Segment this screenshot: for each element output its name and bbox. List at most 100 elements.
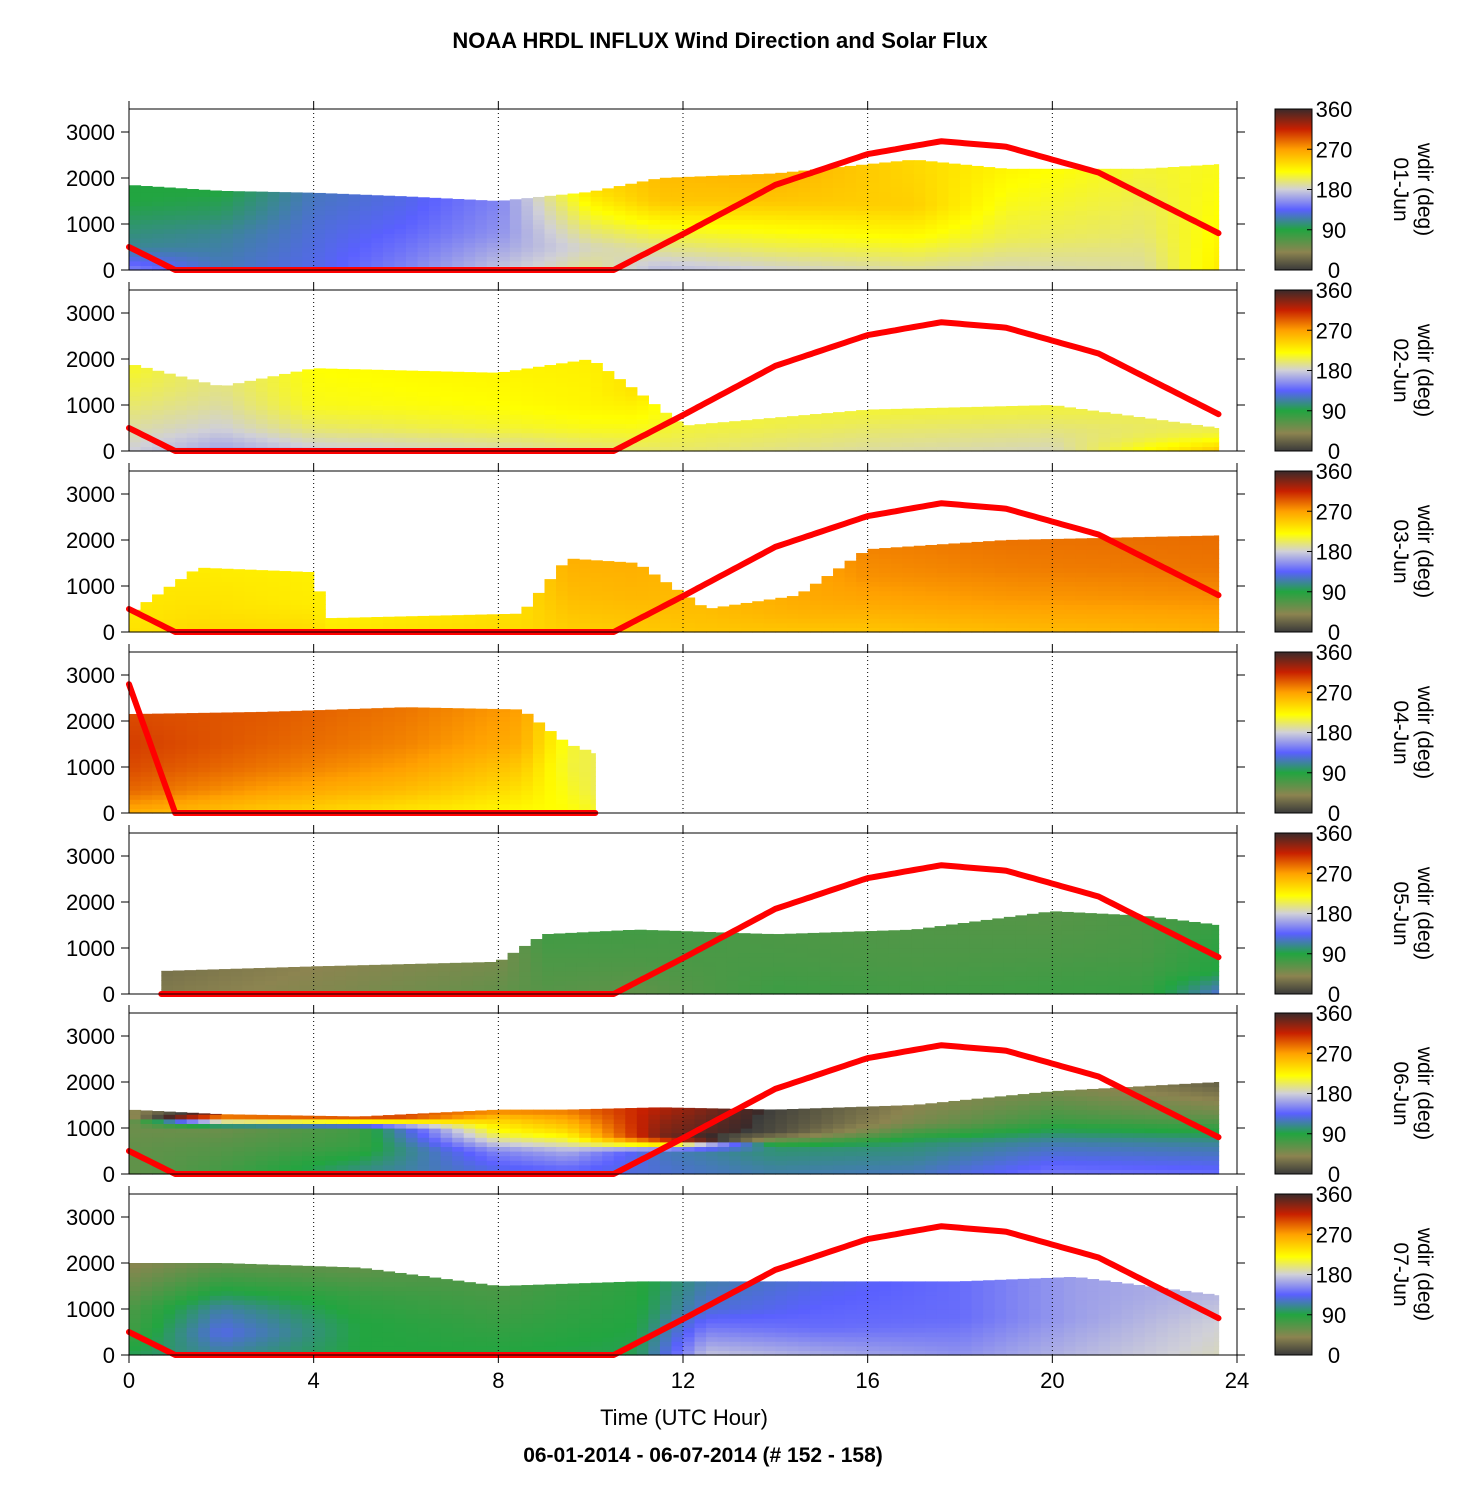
- heatmap-cell: [1098, 210, 1111, 216]
- heatmap-cell: [244, 409, 257, 415]
- heatmap-cell: [1179, 187, 1192, 193]
- heatmap-cell: [902, 446, 915, 452]
- heatmap-cell: [440, 377, 453, 383]
- heatmap-cell: [313, 219, 326, 225]
- heatmap-cell: [1075, 265, 1088, 271]
- heatmap-cell: [232, 599, 246, 605]
- heatmap-cell: [175, 242, 188, 248]
- heatmap-cell: [544, 224, 557, 230]
- heatmap-cell: [948, 237, 961, 243]
- heatmap-cell: [971, 553, 984, 559]
- heatmap-cell: [833, 210, 846, 216]
- heatmap-cell: [960, 599, 973, 605]
- heatmap-cell: [544, 386, 557, 392]
- heatmap-cell: [786, 251, 800, 257]
- heatmap-cell: [129, 228, 142, 234]
- heatmap-cell: [994, 576, 1007, 582]
- heatmap-cell: [255, 242, 269, 248]
- heatmap-cell: [763, 260, 776, 266]
- heatmap-cell: [636, 604, 649, 610]
- heatmap-cell: [129, 622, 142, 628]
- heatmap-cell: [925, 590, 938, 596]
- heatmap-cell: [775, 242, 788, 248]
- heatmap-cell: [902, 590, 915, 596]
- heatmap-cell: [1098, 224, 1111, 230]
- heatmap-cell: [948, 224, 961, 230]
- heatmap-cell: [198, 803, 211, 809]
- heatmap-cell: [175, 228, 188, 234]
- heatmap-cell: [890, 161, 903, 165]
- heatmap-cell: [1133, 265, 1146, 271]
- heatmap-cell: [140, 622, 153, 628]
- heatmap-cell: [140, 395, 153, 401]
- heatmap-cell: [417, 395, 430, 401]
- heatmap-cell: [833, 590, 846, 596]
- heatmap-cell: [1179, 613, 1192, 619]
- heatmap-cell: [1075, 228, 1088, 234]
- heatmap-cell: [417, 251, 430, 257]
- heatmap-cell: [394, 214, 407, 220]
- heatmap-cell: [325, 260, 338, 266]
- heatmap-cell: [786, 228, 800, 234]
- heatmap-cell: [129, 368, 142, 374]
- heatmap-cell: [890, 418, 903, 424]
- heatmap-cell: [752, 224, 765, 230]
- heatmap-cell: [129, 744, 142, 750]
- heatmap-cell: [890, 224, 903, 230]
- heatmap-cell: [775, 228, 788, 234]
- heatmap-cell: [325, 214, 338, 220]
- heatmap-cell: [856, 256, 869, 262]
- heatmap-cell: [163, 771, 176, 777]
- heatmap-cell: [336, 432, 349, 438]
- heatmap-cell: [255, 799, 269, 805]
- heatmap-cell: [602, 205, 615, 211]
- heatmap-cell: [163, 808, 176, 814]
- heatmap-cell: [925, 437, 938, 443]
- heatmap-cell: [809, 237, 823, 243]
- heatmap-cell: [371, 219, 384, 225]
- heatmap-cell: [544, 377, 557, 383]
- heatmap-cell: [348, 618, 361, 624]
- heatmap-cell: [1086, 423, 1100, 429]
- heatmap-cell: [175, 713, 188, 717]
- heatmap-cell: [359, 744, 372, 750]
- heatmap-cell: [994, 428, 1007, 434]
- heatmap-cell: [1179, 178, 1192, 184]
- heatmap-cell: [509, 256, 523, 262]
- heatmap-cell: [371, 260, 384, 266]
- heatmap-cell: [1075, 233, 1088, 239]
- heatmap-cell: [983, 549, 996, 555]
- y-tick-label: 1000: [66, 574, 115, 599]
- heatmap-cell: [1167, 168, 1180, 174]
- heatmap-cell: [152, 748, 165, 754]
- heatmap-cell: [302, 576, 315, 582]
- heatmap-cell: [1075, 408, 1088, 411]
- heatmap-cell: [152, 265, 165, 271]
- heatmap-cell: [902, 251, 915, 257]
- heatmap-cell: [659, 428, 673, 434]
- heatmap-cell: [232, 205, 246, 211]
- heatmap-cell: [856, 219, 869, 225]
- heatmap-cell: [1098, 572, 1111, 578]
- heatmap-cell: [1144, 168, 1157, 174]
- heatmap-cell: [890, 558, 903, 564]
- heatmap-cell: [417, 201, 430, 207]
- heatmap-cell: [821, 237, 834, 243]
- heatmap-cell: [1156, 544, 1169, 550]
- heatmap-cell: [1029, 196, 1042, 202]
- heatmap-cell: [152, 599, 165, 605]
- heatmap-cell: [1063, 576, 1077, 582]
- heatmap-cell: [221, 247, 234, 253]
- heatmap-cell: [786, 219, 800, 225]
- heatmap-cell: [775, 627, 788, 633]
- heatmap-cell: [971, 182, 984, 188]
- heatmap-cell: [1063, 609, 1077, 615]
- heatmap-cell: [625, 210, 638, 216]
- heatmap-cell: [833, 414, 846, 420]
- heatmap-cell: [625, 219, 638, 225]
- heatmap-cell: [406, 214, 419, 220]
- heatmap-cell: [267, 776, 280, 782]
- heatmap-cell: [267, 739, 280, 745]
- heatmap-cell: [983, 604, 996, 610]
- heatmap-cell: [532, 242, 546, 248]
